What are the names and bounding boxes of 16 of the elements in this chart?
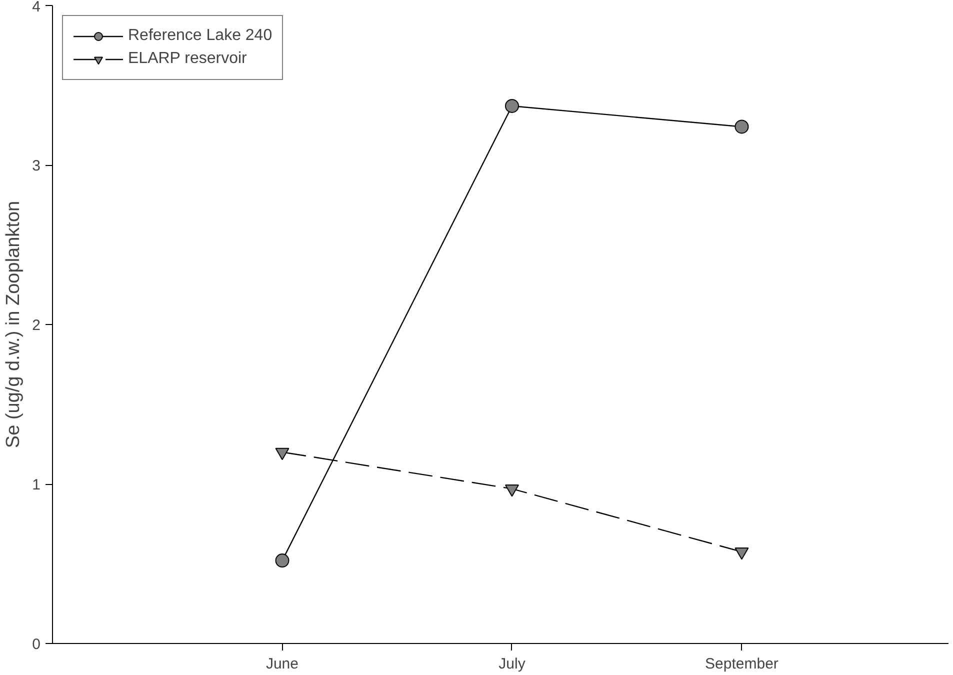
legend-label: Reference Lake 240: [128, 27, 272, 45]
point: [734, 120, 749, 134]
y-tick-label: 0: [32, 636, 40, 653]
point: [275, 448, 290, 460]
y-tick-label: 3: [32, 158, 40, 174]
point: [734, 548, 749, 560]
y-axis-title: Se (ug/g d.w.) in Zooplankton: [3, 200, 24, 448]
point: [504, 99, 519, 113]
x-tick-label: September: [705, 656, 778, 672]
x-tick-label: June: [266, 656, 299, 672]
x-tick-label: July: [498, 656, 526, 672]
legend-label: ELARP reservoir: [128, 50, 247, 68]
y-tick-label: 1: [32, 476, 40, 494]
y-tick-label: 2: [32, 317, 40, 334]
point: [504, 484, 519, 497]
y-tick-label: 4: [32, 0, 40, 16]
